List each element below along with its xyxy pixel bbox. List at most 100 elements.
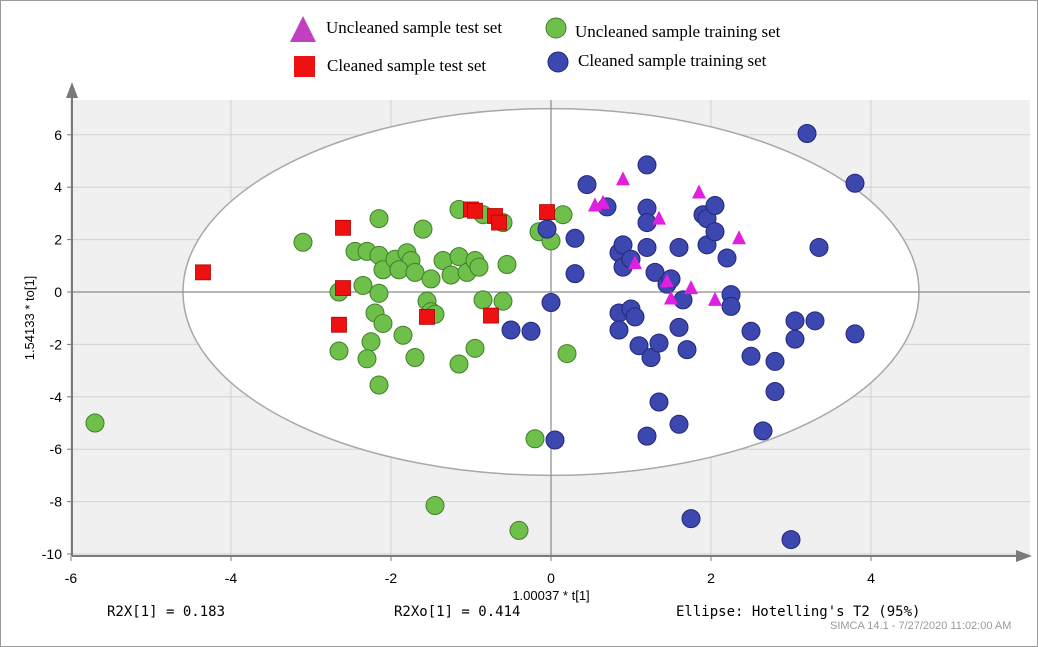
cleaned-sample-training-set-point bbox=[705, 222, 725, 242]
y-tick-label: -10 bbox=[42, 546, 62, 562]
uncleaned-sample-training-set-point bbox=[369, 283, 389, 303]
uncleaned-sample-training-set-point bbox=[353, 275, 373, 295]
cleaned-sample-training-set-point bbox=[805, 311, 825, 331]
cleaned-sample-training-set-point bbox=[845, 173, 865, 193]
uncleaned-sample-test-set-point bbox=[732, 230, 746, 245]
uncleaned-sample-training-set-point bbox=[465, 338, 485, 358]
y-tick-label: 6 bbox=[54, 127, 62, 143]
x-tick-label: -4 bbox=[225, 570, 238, 586]
y-tick-label: -6 bbox=[50, 441, 63, 457]
x-tick-label: 4 bbox=[867, 570, 875, 586]
uncleaned-sample-test-set-point bbox=[660, 273, 674, 288]
cleaned-sample-training-set-point bbox=[613, 235, 633, 255]
cleaned-sample-test-set-point bbox=[419, 308, 435, 325]
uncleaned-sample-test-set-point bbox=[596, 194, 610, 209]
cleaned-sample-training-set-point bbox=[765, 382, 785, 402]
uncleaned-sample-training-set-point bbox=[421, 269, 441, 289]
cleaned-sample-training-set-point bbox=[649, 333, 669, 353]
y-axis-label: 1.54133 * to[1] bbox=[22, 276, 37, 361]
cleaned-sample-test-set-point bbox=[195, 264, 211, 281]
y-tick-label: -4 bbox=[50, 389, 63, 405]
x-axis-label: 1.00037 * t[1] bbox=[512, 588, 589, 603]
uncleaned-sample-training-set-point bbox=[525, 429, 545, 449]
cleaned-sample-training-set-point bbox=[577, 175, 597, 195]
ellipse-description: Ellipse: Hotelling's T2 (95%) bbox=[676, 604, 921, 620]
uncleaned-sample-training-set-point bbox=[369, 375, 389, 395]
uncleaned-sample-training-set-point bbox=[393, 325, 413, 345]
uncleaned-sample-training-set-point bbox=[413, 219, 433, 239]
x-tick-label: -2 bbox=[385, 570, 398, 586]
uncleaned-sample-training-set-point bbox=[425, 496, 445, 516]
cleaned-sample-training-set-point bbox=[565, 228, 585, 248]
zero-axis-lines bbox=[72, 100, 1030, 556]
cleaned-sample-training-set-point bbox=[649, 392, 669, 412]
y-tick-label: 4 bbox=[54, 179, 62, 195]
cleaned-sample-training-set-point bbox=[629, 336, 649, 356]
y-tick-label: -2 bbox=[50, 336, 63, 352]
uncleaned-sample-training-set-point bbox=[85, 413, 105, 433]
cleaned-sample-training-set-point bbox=[609, 320, 629, 340]
uncleaned-sample-test-set-point bbox=[684, 280, 698, 295]
cleaned-sample-test-set-point bbox=[491, 214, 507, 231]
uncleaned-sample-training-set-point bbox=[361, 332, 381, 352]
cleaned-sample-training-set-point bbox=[809, 237, 829, 257]
cleaned-sample-training-set-point bbox=[785, 329, 805, 349]
x-tick-label: 2 bbox=[707, 570, 715, 586]
x-tick-label: -6 bbox=[65, 570, 78, 586]
cleaned-sample-training-set-point bbox=[625, 307, 645, 327]
legend-label-cleaned-test: Cleaned sample test set bbox=[327, 56, 487, 75]
uncleaned-sample-test-set-point bbox=[708, 291, 722, 306]
cleaned-sample-training-set-point bbox=[717, 248, 737, 268]
uncleaned-sample-training-set-point bbox=[509, 520, 529, 540]
uncleaned-sample-training-set-point bbox=[473, 290, 493, 310]
x-tick-label: 0 bbox=[547, 570, 555, 586]
cleaned-sample-training-set-point bbox=[645, 262, 665, 282]
cleaned-sample-training-set-point bbox=[741, 321, 761, 341]
uncleaned-sample-training-set-point bbox=[293, 232, 313, 252]
uncleaned-sample-training-set-point bbox=[469, 257, 489, 277]
cleaned-sample-training-set-point bbox=[681, 509, 701, 529]
x-axis-arrow bbox=[1016, 550, 1032, 562]
uncleaned-sample-test-set-point bbox=[652, 210, 666, 225]
uncleaned-sample-training-set-point bbox=[329, 341, 349, 361]
uncleaned-sample-test-set-point bbox=[616, 171, 630, 186]
r2xo-statistic: R2Xo[1] = 0.414 bbox=[394, 604, 521, 620]
uncleaned-sample-training-set-point bbox=[369, 209, 389, 229]
legend-triangle-marker bbox=[290, 16, 316, 42]
cleaned-sample-test-set-point bbox=[335, 219, 351, 236]
uncleaned-sample-training-set-point bbox=[497, 254, 517, 274]
cleaned-sample-test-set-point bbox=[467, 202, 483, 219]
cleaned-sample-training-set-point bbox=[637, 426, 657, 446]
cleaned-sample-training-set-point bbox=[785, 311, 805, 331]
cleaned-sample-test-set-point bbox=[539, 204, 555, 220]
r2x-statistic: R2X[1] = 0.183 bbox=[107, 604, 226, 620]
cleaned-sample-training-set-point bbox=[845, 324, 865, 344]
cleaned-sample-training-set-point bbox=[641, 348, 661, 367]
y-tick-label: 0 bbox=[54, 284, 62, 300]
legend-square-marker bbox=[294, 56, 315, 77]
cleaned-sample-training-set-point bbox=[797, 123, 817, 143]
legend-label-uncleaned-training: Uncleaned sample training set bbox=[575, 22, 781, 41]
uncleaned-sample-test-set-point bbox=[692, 184, 706, 199]
axes bbox=[66, 82, 1032, 562]
cleaned-sample-training-set-point bbox=[705, 196, 725, 216]
uncleaned-sample-training-set-point bbox=[357, 349, 377, 369]
legend-blue-circle-marker bbox=[547, 51, 569, 73]
cleaned-sample-training-set-point bbox=[721, 296, 741, 316]
y-tick-label: 2 bbox=[54, 232, 62, 248]
cleaned-sample-training-set-point bbox=[669, 237, 689, 257]
uncleaned-sample-training-set-point bbox=[553, 205, 573, 225]
cleaned-sample-training-set-point bbox=[521, 321, 541, 341]
cleaned-sample-training-set-point bbox=[753, 421, 773, 441]
cleaned-sample-test-set-point bbox=[335, 280, 351, 296]
cleaned-sample-training-set-point bbox=[669, 317, 689, 337]
uncleaned-sample-training-set-point bbox=[493, 291, 513, 311]
cleaned-sample-training-set-point bbox=[677, 340, 697, 360]
uncleaned-sample-test-set-point bbox=[628, 255, 642, 270]
data-points bbox=[85, 123, 865, 550]
tick-labels: -6 -4 -2 0 2 4 -10 -8 -6 -4 -2 0 2 4 6 bbox=[42, 127, 875, 586]
cleaned-sample-training-set-point bbox=[781, 530, 801, 550]
uncleaned-sample-training-set-point bbox=[449, 247, 469, 267]
cleaned-sample-training-set-point bbox=[669, 414, 689, 434]
